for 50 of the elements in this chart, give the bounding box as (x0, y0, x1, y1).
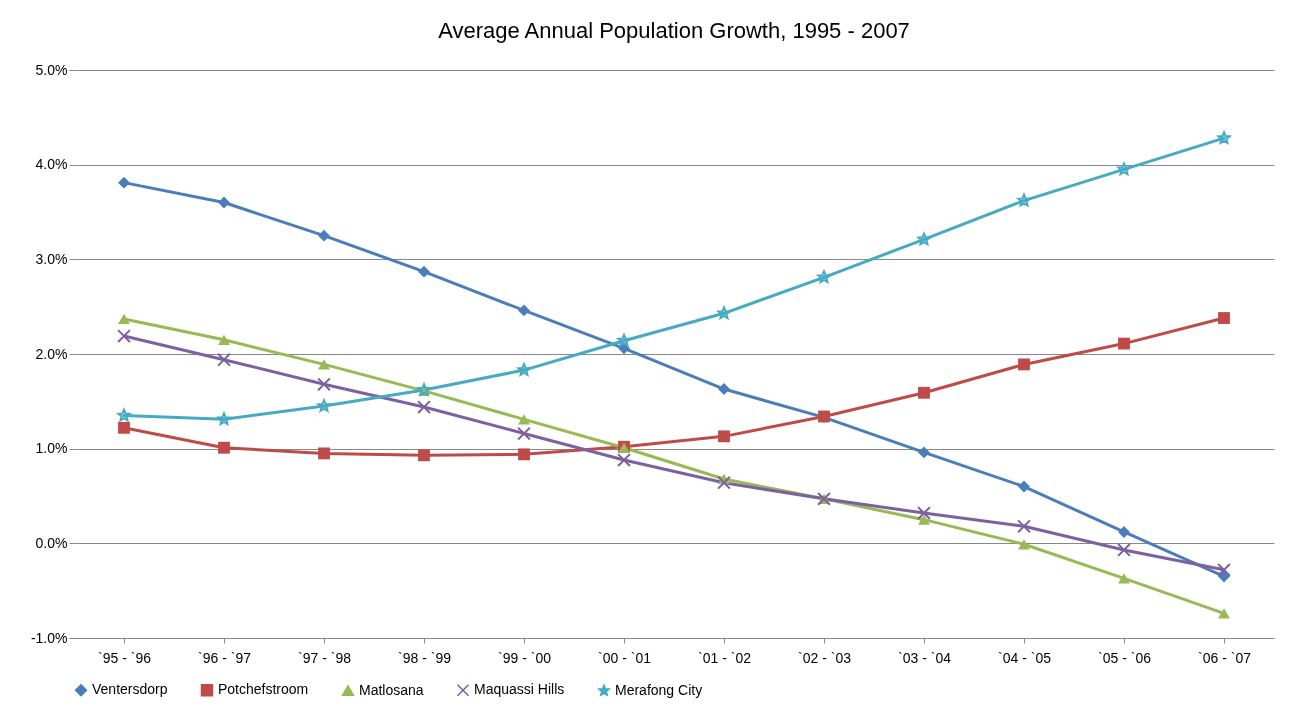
y-tick-label: 5.0% (35, 61, 68, 78)
x-tick-label: `01 - `02 (698, 649, 752, 666)
legend-label: Matlosana (359, 681, 424, 698)
point (817, 270, 831, 284)
x-tick-label: `97 - `98 (298, 649, 352, 666)
point (217, 412, 231, 426)
y-tick-label: -1.0% (30, 629, 68, 646)
point (417, 400, 431, 414)
point (118, 421, 130, 434)
point (1017, 193, 1031, 207)
x-tick-label: `05 - `06 (1098, 649, 1152, 666)
point (1217, 131, 1231, 144)
y-tick-label: 3.0% (35, 250, 68, 267)
y-tick-label: 2.0% (35, 345, 68, 362)
point (117, 408, 131, 422)
point (217, 352, 231, 367)
point (1217, 562, 1231, 577)
point (617, 333, 631, 347)
point (218, 441, 230, 454)
x-tick-label: `03 - `04 (898, 649, 952, 666)
x-tick-label: `98 - `99 (398, 649, 452, 666)
x-tick-label: `99 - `00 (498, 649, 552, 666)
x-tick-label: `04 - `05 (998, 649, 1052, 666)
point (717, 306, 731, 320)
point (517, 426, 531, 441)
point (617, 453, 631, 467)
point (717, 475, 731, 490)
point (917, 232, 931, 246)
legend-label: Merafong City (615, 681, 703, 698)
point (1017, 519, 1031, 534)
y-tick-label: 4.0% (35, 156, 68, 173)
x-tick-label: `02 - `03 (798, 649, 852, 666)
x-tick-label: `00 - `01 (598, 649, 652, 666)
point (918, 386, 930, 399)
point (1117, 162, 1131, 176)
legend-label: Potchefstroom (218, 681, 309, 698)
point (917, 506, 931, 520)
point (317, 399, 331, 412)
x-tick-label: `96 - `97 (198, 649, 252, 666)
y-tick-label: 1.0% (35, 440, 68, 457)
x-tick-label: `06 - `07 (1198, 649, 1252, 666)
point (517, 363, 531, 376)
point (117, 329, 131, 343)
legend-label: Maquassi Hills (474, 681, 565, 698)
point (1117, 543, 1131, 557)
chart-title: Average Annual Population Growth, 1995 - 2007 (438, 18, 910, 43)
point (317, 377, 331, 392)
y-tick-label: 0.0% (35, 534, 68, 551)
legend-label: Ventersdorp (92, 681, 168, 698)
x-tick-label: `95 - `96 (98, 649, 152, 666)
